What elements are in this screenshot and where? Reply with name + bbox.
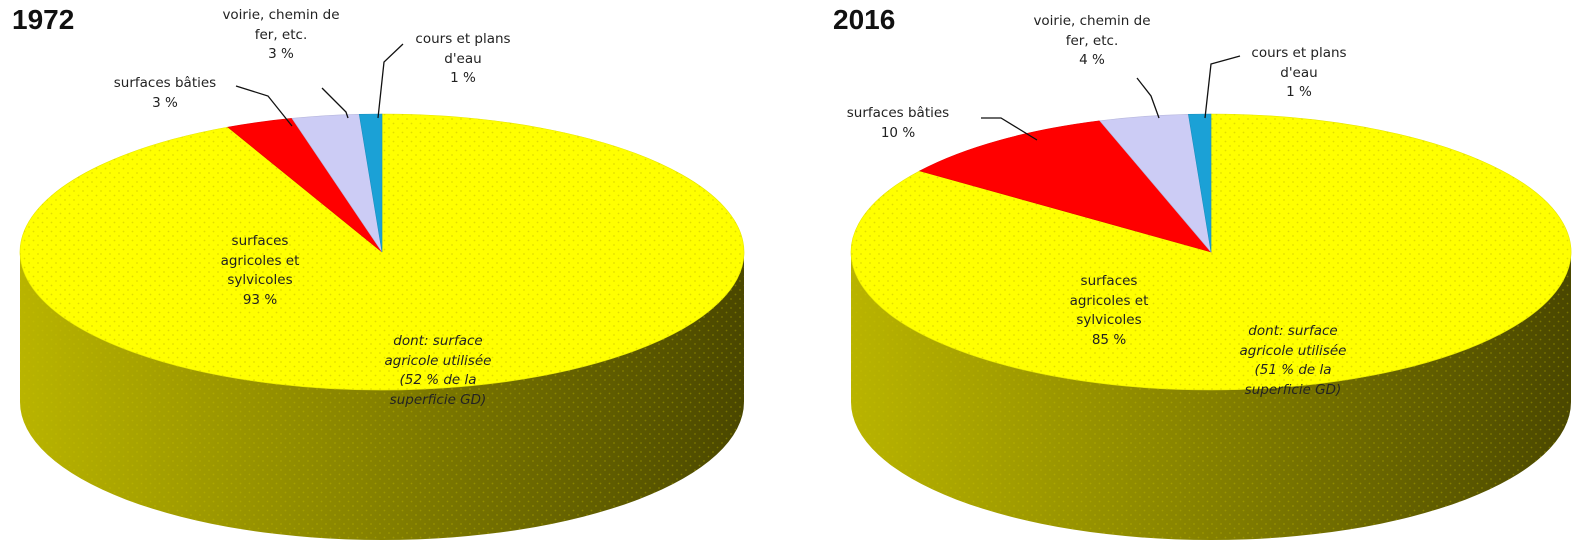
label-line: surfaces bâties	[113, 75, 217, 91]
label-line: agricoles et	[220, 252, 300, 269]
label-line: cours et plans	[415, 31, 511, 47]
leader-line	[321, 87, 349, 119]
label-line: sylvicoles	[227, 272, 293, 289]
value-label: 3 %	[268, 46, 294, 63]
label-voirie: voirie, chemin de fer, etc. 3 %	[212, 6, 350, 65]
chart-title: 1972	[12, 4, 75, 35]
leader-line	[377, 43, 404, 119]
label-line: voirie, chemin de	[222, 7, 340, 23]
value-label: 10 %	[880, 124, 916, 141]
label-line: d'eau	[444, 50, 482, 67]
annotation-line: dont: surface	[393, 333, 483, 349]
annotation-line: dont: surface	[1248, 323, 1338, 339]
chart-title: 2016	[833, 4, 896, 35]
annotation-line: (51 % de la	[1254, 362, 1332, 379]
label-baties: surfaces bâties 3 %	[100, 74, 230, 113]
pie-slice	[1188, 113, 1212, 253]
label-line: sylvicoles	[1076, 312, 1142, 329]
value-label: 4 %	[1079, 52, 1105, 69]
annotation-line: (52 % de la	[399, 372, 477, 389]
label-line: voirie, chemin de	[1033, 13, 1151, 29]
annotation-line: superficie GD)	[1244, 381, 1342, 398]
leader-line	[235, 85, 293, 127]
label-line: agricoles et	[1069, 292, 1149, 309]
annotation-line: agricole utilisée	[384, 352, 492, 369]
annotation-line: agricole utilisée	[1239, 342, 1347, 359]
label-line: surfaces	[231, 233, 289, 249]
label-line: fer, etc.	[1065, 32, 1119, 49]
label-voirie: voirie, chemin de fer, etc. 4 %	[1023, 12, 1161, 71]
label-line: cours et plans	[1251, 45, 1347, 61]
annotation-sau: dont: surface agricole utilisée (51 % de…	[1223, 322, 1363, 400]
pie-side-texture	[20, 252, 744, 540]
label-baties: surfaces bâties 10 %	[833, 104, 963, 143]
label-eau: cours et plans d'eau 1 %	[398, 30, 528, 89]
label-line: d'eau	[1280, 64, 1318, 81]
label-line: surfaces bâties	[846, 105, 950, 121]
pie-chart-2016: 2016 surfaces agricoles et sylvicoles 85…	[787, 0, 1574, 540]
annotation-sau: dont: surface agricole utilisée (52 % de…	[368, 332, 508, 410]
value-label: 1 %	[450, 70, 476, 87]
leader-line	[1204, 55, 1241, 119]
label-line: fer, etc.	[254, 26, 308, 43]
pie-graphic-2016	[850, 55, 1572, 540]
pie-slice	[918, 120, 1212, 253]
pie-graphic-1972	[19, 43, 745, 540]
label-agricole: surfaces agricoles et sylvicoles 93 %	[200, 232, 320, 310]
value-label: 3 %	[152, 94, 178, 111]
pie-slice	[358, 113, 383, 253]
leader-line	[981, 117, 1038, 141]
label-agricole: surfaces agricoles et sylvicoles 85 %	[1049, 272, 1169, 350]
leader-line	[1136, 77, 1160, 119]
annotation-line: superficie GD)	[389, 391, 487, 408]
label-eau: cours et plans d'eau 1 %	[1234, 44, 1364, 103]
value-label: 85 %	[1091, 331, 1127, 348]
label-line: surfaces	[1080, 273, 1138, 289]
pie-side-texture	[851, 252, 1571, 540]
pie-chart-1972: 1972 surfaces agricoles et sylvicoles 93…	[12, 4, 745, 540]
value-label: 93 %	[242, 291, 278, 308]
value-label: 1 %	[1286, 84, 1312, 101]
